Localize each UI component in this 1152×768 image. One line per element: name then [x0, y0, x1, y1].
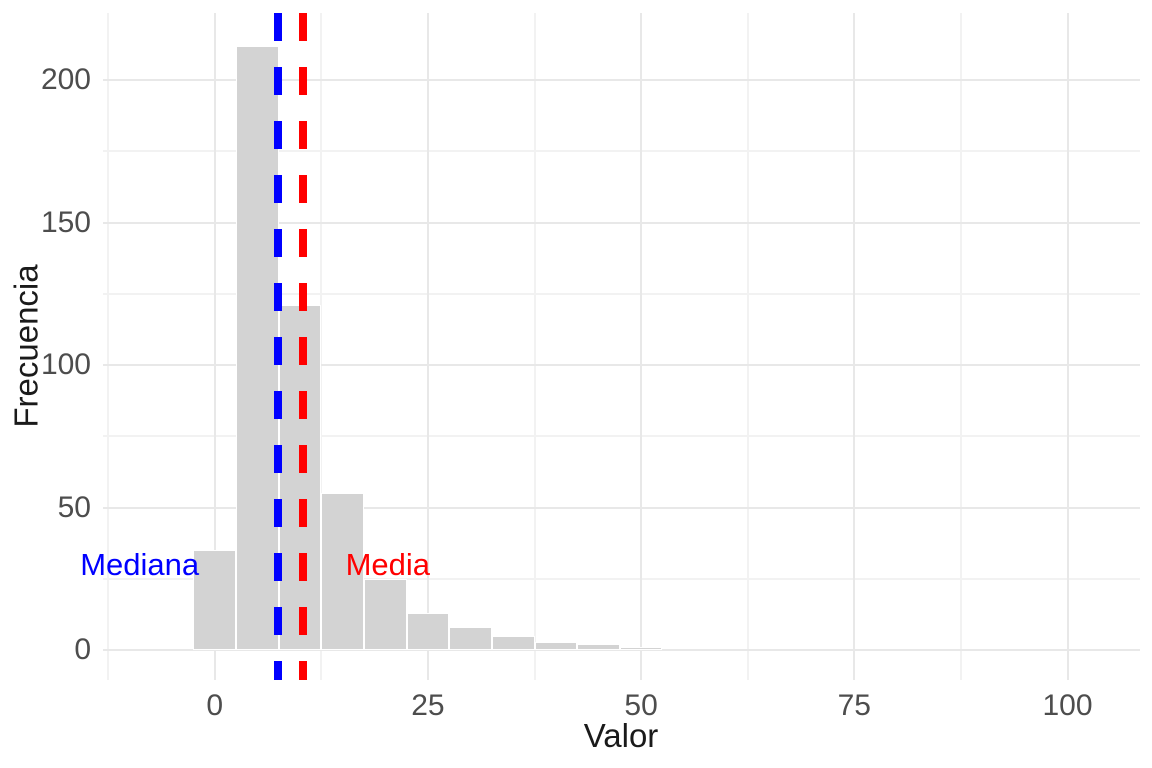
minor-gridline-y: [103, 150, 1140, 153]
major-gridline-y: [103, 364, 1140, 367]
minor-gridline-x: [320, 13, 323, 680]
minor-gridline-x: [959, 13, 962, 680]
histogram-bar: [193, 550, 237, 651]
minor-gridline-x: [533, 13, 536, 680]
x-tick-label: 0: [206, 689, 224, 722]
histogram-bar: [534, 641, 578, 651]
mediana-label: Mediana: [80, 546, 200, 582]
mediana-line: [273, 13, 282, 680]
plot-panel: Mediana Media: [80, 13, 1140, 680]
major-gridline-y: [103, 78, 1140, 81]
minor-gridline-x: [107, 13, 110, 680]
major-gridline-x: [426, 13, 429, 680]
histogram-bar: [449, 627, 492, 651]
media-line: [298, 13, 307, 680]
major-gridline-x: [853, 13, 856, 680]
major-gridline-x: [640, 13, 643, 680]
major-gridline-y: [103, 649, 1140, 652]
major-gridline-x: [213, 13, 216, 680]
major-gridline-x: [1066, 13, 1069, 680]
y-tick-label: 0: [74, 633, 91, 667]
x-axis-title: Valor: [583, 717, 659, 754]
x-tick-label: 75: [837, 689, 871, 722]
vlines-layer: [103, 13, 1140, 680]
minor-gridline-y: [103, 435, 1140, 438]
y-tick-label: 100: [40, 348, 91, 382]
gridline-layer: [103, 13, 1140, 680]
histogram-bar: [321, 493, 364, 651]
histogram-bar: [577, 644, 620, 651]
x-tick-label: 100: [1042, 689, 1093, 722]
major-gridline-y: [103, 221, 1140, 224]
histogram-bar: [491, 635, 535, 651]
histogram-bar: [619, 647, 663, 651]
minor-gridline-y: [103, 292, 1140, 295]
major-gridline-y: [103, 506, 1140, 509]
minor-gridline-x: [746, 13, 749, 680]
annotations-layer: Mediana Media: [80, 13, 1140, 680]
y-axis-title: Frecuencia: [7, 264, 45, 428]
histogram-bar: [236, 45, 279, 651]
histogram-bar: [406, 613, 450, 651]
y-tick-label: 150: [40, 205, 91, 239]
y-tick-label: 50: [57, 490, 91, 524]
histogram-bar: [363, 578, 407, 651]
media-label: Media: [345, 546, 431, 582]
y-tick-label: 200: [40, 62, 91, 96]
x-tick-label: 25: [411, 689, 445, 722]
x-tick-label: 50: [624, 689, 658, 722]
minor-gridline-y: [103, 577, 1140, 580]
